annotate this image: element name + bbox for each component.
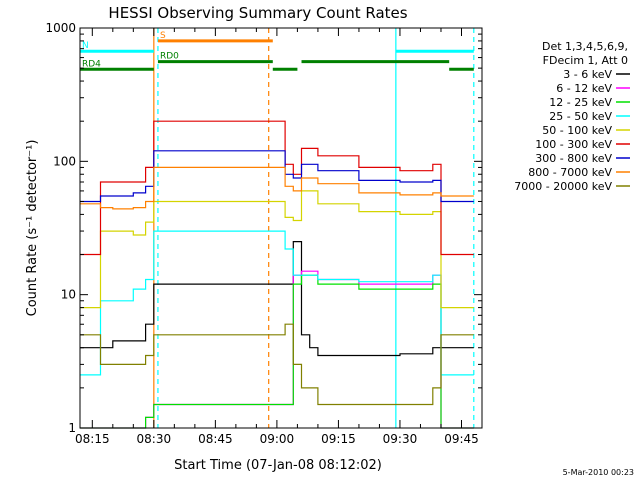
legend-header: FDecim 1, Att 0 [543,54,628,67]
legend-header: Det 1,3,4,5,6,9, [542,40,628,53]
series-line [80,323,474,406]
series-line [80,166,474,210]
x-tick-label: 09:15 [321,432,356,446]
y-tick-label: 1000 [45,21,76,35]
plot-frame [79,27,483,429]
flag-label-rd4: RD4 [82,59,101,69]
x-tick-label: 09:45 [444,432,479,446]
flag-label-s: S [160,31,166,41]
flag-label-n: N [82,41,89,51]
y-tick-label: 10 [61,288,76,302]
legend-entry-label: 7000 - 20000 keV [514,180,612,193]
x-tick-label: 09:30 [383,432,418,446]
legend-entry-label: 800 - 7000 keV [528,166,612,179]
series-line [80,150,474,203]
legend-entry-label: 100 - 300 keV [535,138,612,151]
chart-title: HESSI Observing Summary Count Rates [108,4,407,22]
vertical-markers [153,28,475,428]
y-tick-label: 1 [68,421,76,435]
legend-entry-label: 6 - 12 keV [556,82,612,95]
series-line [80,190,474,309]
x-tick-label: 08:30 [137,432,172,446]
legend-entry-label: 12 - 25 keV [549,96,612,109]
axis-ticks: 08:15 08:30 08:45 09:00 09:15 09:30 09:45 1 10 10… [45,21,482,446]
y-tick-label: 100 [53,154,76,168]
x-tick-label: 08:15 [75,432,110,446]
x-axis-label: Start Time (07-Jan-08 08:12:02) [174,458,382,473]
flag-bars: S N RD0 RD4 [80,31,474,71]
flag-label-rd0: RD0 [160,52,179,62]
x-tick-label: 09:00 [260,432,295,446]
legend-entry-label: 300 - 800 keV [535,152,612,165]
legend-entry-label: 25 - 50 keV [549,110,612,123]
legend-entry-label: 3 - 6 keV [563,68,612,81]
series-line [80,230,474,376]
series-line [80,241,474,357]
legend-entry-label: 50 - 100 keV [542,124,612,137]
x-tick-label: 08:45 [198,432,233,446]
legend: Det 1,3,4,5,6,9,FDecim 1, Att 03 - 6 keV… [514,40,630,193]
y-axis-label: Count Rate (s⁻¹ detector⁻¹) [25,140,40,317]
footer-timestamp: 5-Mar-2010 00:23 [563,468,634,477]
